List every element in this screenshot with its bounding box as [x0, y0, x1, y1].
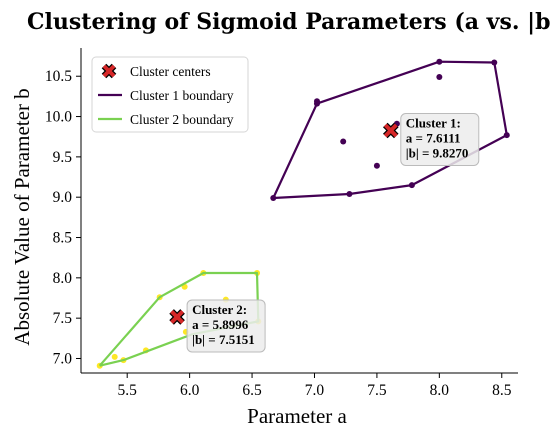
cluster2-point — [111, 353, 118, 360]
x-tick-label: 7.0 — [305, 382, 325, 399]
center-annotation-b: |b| = 9.8270 — [406, 146, 469, 161]
y-tick-label: 9.0 — [53, 189, 73, 206]
y-tick-label: 10.0 — [45, 109, 72, 126]
y-axis-label: Absolute Value of Parameter b — [10, 88, 34, 345]
center-annotation-box — [400, 113, 480, 166]
x-tick-label: 8.0 — [430, 382, 450, 399]
cluster-center-marker — [169, 309, 185, 325]
plot-area: 5.5 6.0 6.5 7.0 7.5 8.0 8.5 7.0 7.5 8.0 8.5 9.0 9.5 1… — [45, 48, 518, 399]
cluster1-boundary — [272, 60, 508, 200]
x-tick-label: 6.5 — [242, 382, 262, 399]
y-tick-label: 7.5 — [53, 310, 73, 327]
center-marker-fill — [102, 64, 116, 78]
y-tick-label: 8.0 — [53, 270, 73, 287]
x-tick-label: 8.5 — [492, 382, 512, 399]
x-tick-label: 6.0 — [180, 382, 200, 399]
cluster1-point — [436, 74, 443, 81]
legend-box — [91, 56, 249, 133]
y-tick-label: 8.5 — [53, 230, 73, 247]
center-annotation-title: Cluster 2: — [192, 302, 247, 317]
center-annotation-title: Cluster 1: — [406, 116, 461, 131]
x-axis-label: Parameter a — [247, 404, 347, 428]
x-tick-label: 7.5 — [367, 382, 387, 399]
legend-label: Cluster 1 boundary — [130, 88, 234, 103]
y-tick-label: 9.5 — [53, 149, 73, 166]
center-annotation-box — [186, 299, 266, 353]
y-tick-label: 10.5 — [45, 68, 72, 85]
legend-center-marker — [101, 63, 117, 79]
legend-label: Cluster centers — [130, 64, 211, 79]
legend: Cluster centers Cluster 1 boundary Cluster… — [91, 56, 249, 133]
chart-title: Clustering of Sigmoid Parameters (a vs. … — [27, 9, 550, 35]
cluster-center-marker — [382, 122, 399, 139]
center-marker-fill — [383, 123, 398, 138]
cluster1-point — [373, 162, 380, 169]
legend-label: Cluster 2 boundary — [130, 112, 234, 127]
center-annotation-a: a = 5.8996 — [192, 317, 249, 332]
y-tick-label: 7.0 — [53, 350, 73, 367]
center-annotation-a: a = 7.6111 — [406, 131, 461, 146]
cluster2-boundary — [98, 271, 260, 367]
center-marker-fill — [170, 310, 185, 324]
x-tick-label: 5.5 — [118, 382, 138, 399]
cluster1-point — [340, 138, 347, 145]
center-annotation-b: |b| = 7.5151 — [192, 332, 255, 347]
